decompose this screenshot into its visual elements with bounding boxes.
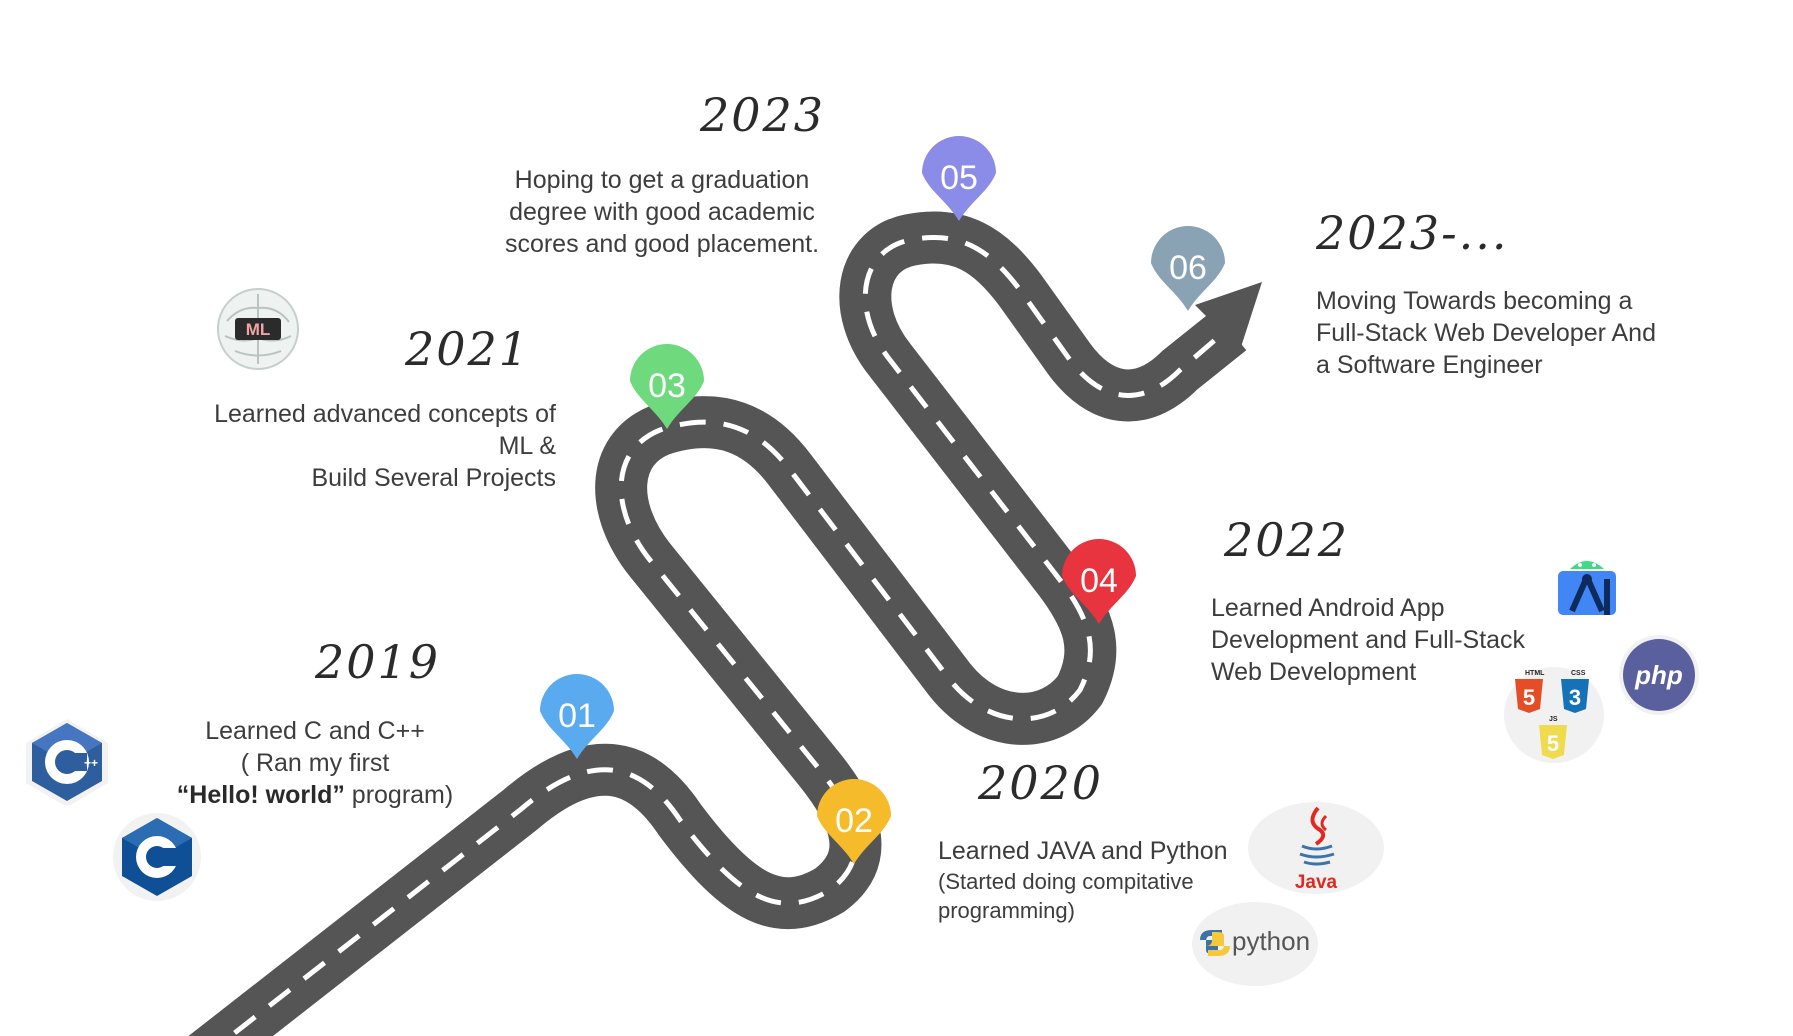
python-icon: python <box>1192 902 1318 986</box>
milestone-2021-line: Learned advanced concepts of <box>214 400 556 428</box>
milestone-2020-line: Learned JAVA and Python <box>938 837 1228 865</box>
svg-text:ML: ML <box>246 320 271 339</box>
svg-text:03: 03 <box>648 367 686 405</box>
svg-text:3: 3 <box>1569 685 1581 710</box>
milestone-2021-line: Build Several Projects <box>311 464 556 492</box>
milestone-2023-line: degree with good academic <box>509 198 815 226</box>
road-dashes <box>226 234 1217 1036</box>
milestone-2022-line: Learned Android App <box>1211 594 1445 622</box>
svg-text:python: python <box>1232 926 1310 956</box>
svg-text:Java: Java <box>1295 872 1338 893</box>
hello-world-rest: program) <box>344 781 454 809</box>
cpp-icon: ++ <box>26 719 108 805</box>
php-icon: php <box>1619 635 1699 715</box>
svg-text:JS: JS <box>1549 716 1558 723</box>
svg-text:06: 06 <box>1169 249 1207 287</box>
milestone-2019-line: Learned C and C++ <box>205 717 425 745</box>
year-2020: 2020 <box>978 756 1104 810</box>
milestone-2019-line: ( Ran my first <box>240 749 390 777</box>
android-studio-icon <box>1558 561 1616 615</box>
year-2019: 2019 <box>315 635 441 689</box>
pin-02: 02 <box>817 779 891 864</box>
svg-text:02: 02 <box>835 802 873 840</box>
milestone-2020-text: Learned JAVA and Python (Started doing c… <box>938 835 1228 925</box>
svg-text:HTML: HTML <box>1525 670 1545 677</box>
milestone-2022-line: Web Development <box>1211 658 1417 686</box>
pin-05: 05 <box>922 136 996 221</box>
milestone-2023-onward-text: Moving Towards becoming a Full-Stack Web… <box>1316 285 1656 381</box>
svg-text:5: 5 <box>1547 731 1559 756</box>
milestone-2023-onward-line: Full-Stack Web Developer And <box>1316 319 1656 347</box>
road-arrowhead <box>1195 282 1262 350</box>
milestone-2019-line: “Hello! world” program) <box>160 779 470 811</box>
ml-brain-icon: ML <box>217 288 299 370</box>
java-icon: Java <box>1248 802 1384 894</box>
svg-text:CSS: CSS <box>1571 670 1586 677</box>
milestone-2023-line: Hoping to get a graduation <box>514 166 810 194</box>
svg-text:04: 04 <box>1080 562 1118 600</box>
milestone-2023-line: scores and good placement. <box>504 230 820 258</box>
svg-text:5: 5 <box>1523 685 1535 710</box>
milestone-2023-onward-line: Moving Towards becoming a <box>1316 287 1633 315</box>
milestone-2023-onward-line: a Software Engineer <box>1316 351 1543 379</box>
svg-text:++: ++ <box>84 756 98 770</box>
pin-04: 04 <box>1062 539 1136 624</box>
hello-world-bold: “Hello! world” <box>176 781 345 809</box>
milestone-2022-text: Learned Android App Development and Full… <box>1211 592 1525 688</box>
milestone-2021-text: Learned advanced concepts of ML & Build … <box>180 398 556 494</box>
year-2023: 2023 <box>700 88 826 142</box>
svg-text:php: php <box>1634 660 1683 690</box>
pin-03: 03 <box>630 344 704 429</box>
c-language-icon <box>113 813 201 901</box>
milestone-2021-line: ML & <box>498 432 556 460</box>
year-2022: 2022 <box>1224 513 1350 567</box>
milestone-2020-line: (Started doing compitative <box>938 869 1194 894</box>
year-2023-onward: 2023-... <box>1316 206 1509 260</box>
pin-06: 06 <box>1151 226 1225 311</box>
milestone-2019-text: Learned C and C++ ( Ran my first “Hello!… <box>160 715 470 811</box>
html-css-js-icon: HTML 5 CSS 3 JS 5 <box>1504 667 1604 763</box>
year-2021: 2021 <box>405 322 531 376</box>
milestone-2020-line: programming) <box>938 898 1075 923</box>
svg-text:05: 05 <box>940 159 978 197</box>
pin-01: 01 <box>540 674 614 759</box>
svg-text:01: 01 <box>558 697 596 735</box>
milestone-2023-text: Hoping to get a graduation degree with g… <box>482 164 842 260</box>
milestone-2022-line: Development and Full-Stack <box>1211 626 1526 654</box>
